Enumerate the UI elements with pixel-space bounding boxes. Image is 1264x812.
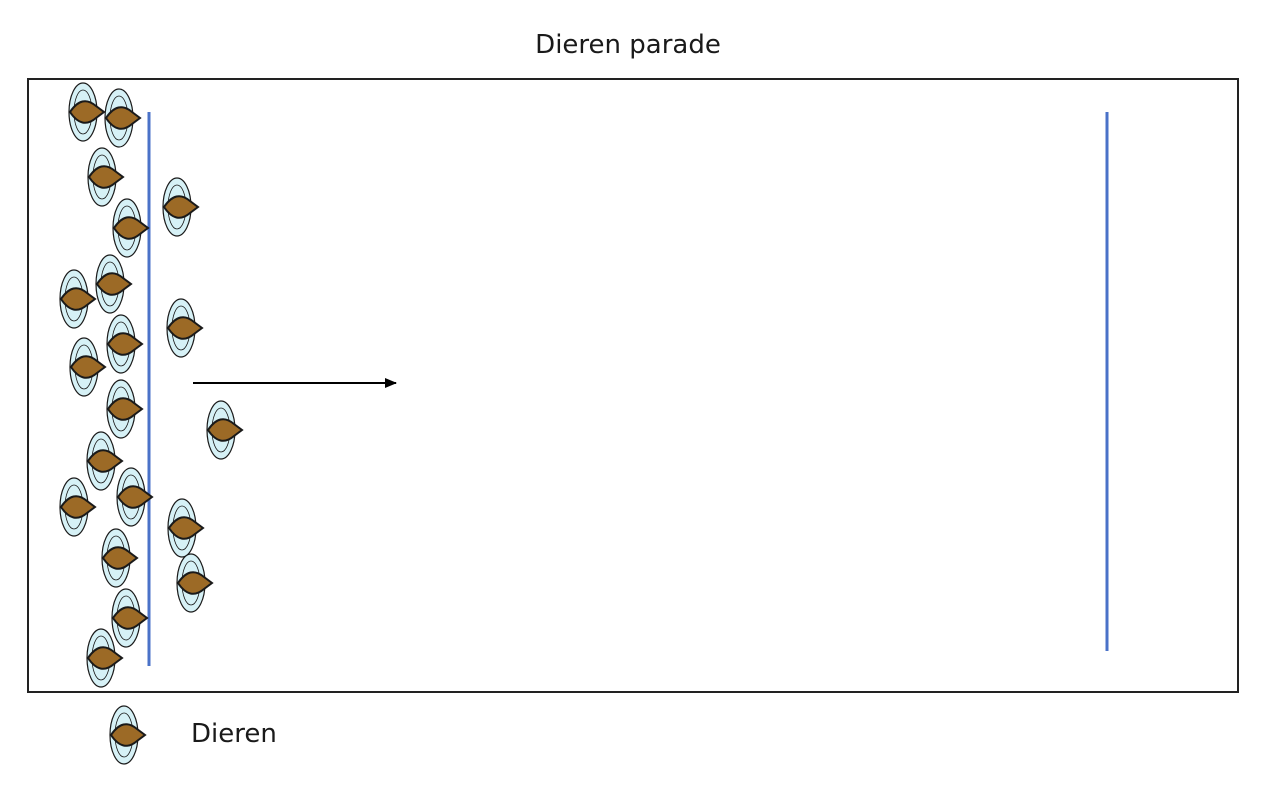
animal-icon [116, 467, 154, 527]
animal-icon [176, 553, 214, 613]
animal-icon [106, 379, 144, 439]
animal-icon [106, 314, 144, 374]
diagram-title: Dieren parade [535, 30, 721, 60]
animal-icon [87, 147, 125, 207]
animal-group [59, 82, 244, 688]
animal-icon [109, 705, 147, 765]
animal-icon [104, 88, 142, 148]
animal-icon [69, 337, 107, 397]
animal-icon [86, 431, 124, 491]
legend-icon [109, 705, 147, 765]
animal-icon [111, 588, 149, 648]
legend-label: Dieren [191, 719, 277, 749]
animal-icon [59, 269, 97, 329]
animal-icon [112, 198, 150, 258]
animal-icon [59, 477, 97, 537]
animal-icon [86, 628, 124, 688]
enclosure-frame [27, 78, 1239, 693]
animal-icon [206, 400, 244, 460]
animal-icon [162, 177, 200, 237]
animal-icon [95, 254, 133, 314]
animal-icon [166, 298, 204, 358]
animal-icon [101, 528, 139, 588]
animal-icon [68, 82, 106, 142]
animal-icon [167, 498, 205, 558]
